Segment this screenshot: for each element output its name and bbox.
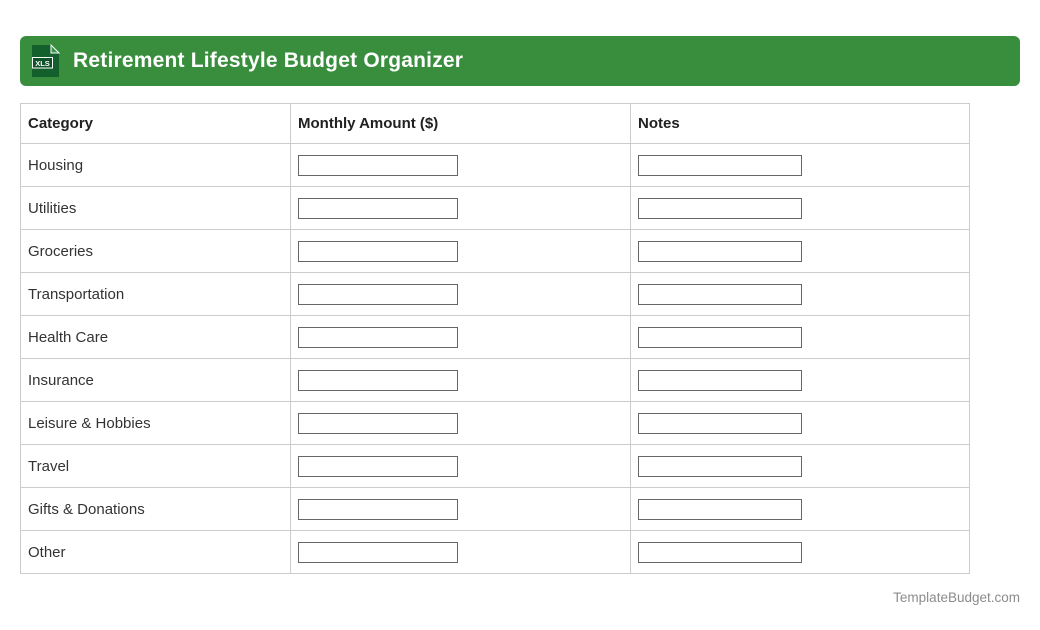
monthly-amount-input[interactable]	[298, 240, 458, 262]
table-row: Transportation	[20, 272, 970, 316]
monthly-amount-cell	[290, 358, 631, 402]
category-label: Other	[20, 530, 291, 574]
notes-input[interactable]	[638, 197, 802, 219]
monthly-amount-cell	[290, 487, 631, 531]
notes-input[interactable]	[638, 283, 802, 305]
notes-cell	[630, 401, 970, 445]
notes-cell	[630, 143, 970, 187]
table-row: Housing	[20, 143, 970, 187]
xls-file-icon: XLS	[30, 44, 60, 78]
category-label: Leisure & Hobbies	[20, 401, 291, 445]
category-label: Gifts & Donations	[20, 487, 291, 531]
table-row: Health Care	[20, 315, 970, 359]
notes-input[interactable]	[638, 154, 802, 176]
column-header-notes: Notes	[630, 103, 970, 144]
category-label: Utilities	[20, 186, 291, 230]
monthly-amount-input[interactable]	[298, 412, 458, 434]
monthly-amount-cell	[290, 401, 631, 445]
table-row: Travel	[20, 444, 970, 488]
table-row: Groceries	[20, 229, 970, 273]
monthly-amount-cell	[290, 186, 631, 230]
notes-cell	[630, 358, 970, 402]
notes-cell	[630, 444, 970, 488]
category-label: Travel	[20, 444, 291, 488]
table-row: Insurance	[20, 358, 970, 402]
budget-table: Category Monthly Amount ($) Notes Housin…	[20, 103, 970, 574]
svg-text:XLS: XLS	[35, 59, 50, 68]
monthly-amount-cell	[290, 530, 631, 574]
monthly-amount-cell	[290, 272, 631, 316]
notes-cell	[630, 487, 970, 531]
notes-cell	[630, 315, 970, 359]
column-header-category: Category	[20, 103, 291, 144]
monthly-amount-input[interactable]	[298, 369, 458, 391]
monthly-amount-cell	[290, 315, 631, 359]
monthly-amount-input[interactable]	[298, 283, 458, 305]
category-label: Groceries	[20, 229, 291, 273]
table-header-row: Category Monthly Amount ($) Notes	[20, 103, 970, 144]
notes-input[interactable]	[638, 326, 802, 348]
monthly-amount-input[interactable]	[298, 197, 458, 219]
header-banner: XLS Retirement Lifestyle Budget Organize…	[20, 36, 1020, 86]
notes-input[interactable]	[638, 455, 802, 477]
monthly-amount-cell	[290, 444, 631, 488]
notes-cell	[630, 530, 970, 574]
notes-input[interactable]	[638, 412, 802, 434]
notes-cell	[630, 186, 970, 230]
monthly-amount-input[interactable]	[298, 455, 458, 477]
table-row: Utilities	[20, 186, 970, 230]
category-label: Transportation	[20, 272, 291, 316]
monthly-amount-input[interactable]	[298, 154, 458, 176]
table-row: Leisure & Hobbies	[20, 401, 970, 445]
column-header-monthly-amount: Monthly Amount ($)	[290, 103, 631, 144]
monthly-amount-cell	[290, 229, 631, 273]
table-row: Other	[20, 530, 970, 574]
monthly-amount-input[interactable]	[298, 326, 458, 348]
notes-input[interactable]	[638, 369, 802, 391]
footer-site-label: TemplateBudget.com	[893, 590, 1020, 605]
notes-input[interactable]	[638, 541, 802, 563]
notes-cell	[630, 229, 970, 273]
page-title: Retirement Lifestyle Budget Organizer	[73, 49, 464, 72]
monthly-amount-input[interactable]	[298, 541, 458, 563]
notes-input[interactable]	[638, 498, 802, 520]
category-label: Housing	[20, 143, 291, 187]
page: XLS Retirement Lifestyle Budget Organize…	[20, 36, 1020, 605]
notes-cell	[630, 272, 970, 316]
monthly-amount-cell	[290, 143, 631, 187]
table-row: Gifts & Donations	[20, 487, 970, 531]
footer: TemplateBudget.com	[20, 590, 1020, 605]
monthly-amount-input[interactable]	[298, 498, 458, 520]
category-label: Health Care	[20, 315, 291, 359]
notes-input[interactable]	[638, 240, 802, 262]
category-label: Insurance	[20, 358, 291, 402]
